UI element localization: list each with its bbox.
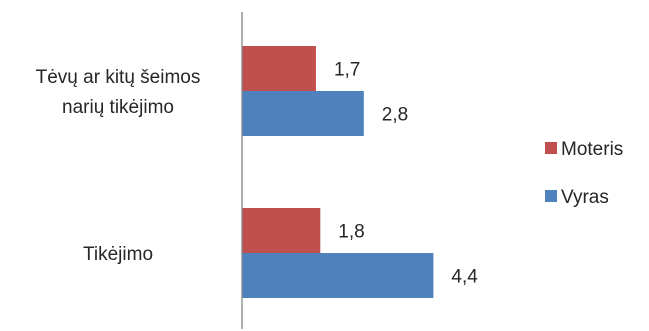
data-labels: 1,7 2,8 1,8 4,4 — [334, 60, 478, 288]
bar-vyras-1 — [242, 253, 434, 298]
data-label-vyras-0: 2,8 — [382, 105, 408, 126]
bar-vyras-0 — [242, 91, 364, 136]
category-label-0-line-1: narių tikėjimo — [62, 97, 174, 118]
legend-swatch-moteris — [545, 142, 557, 154]
legend: Moteris Vyras — [545, 139, 623, 208]
category-label-0-line-0: Tėvų ar kitų šeimos — [36, 67, 201, 88]
bars-layer — [242, 46, 434, 298]
legend-swatch-vyras — [545, 190, 557, 202]
data-label-moteris-1: 1,8 — [338, 222, 364, 243]
bar-moteris-1 — [242, 208, 321, 253]
bar-moteris-0 — [242, 46, 316, 91]
category-labels: Tėvų ar kitų šeimos narių tikėjimo Tikėjim… — [36, 67, 201, 265]
category-label-1-line-0: Tikėjimo — [83, 244, 153, 265]
legend-label-moteris: Moteris — [561, 139, 623, 160]
data-label-moteris-0: 1,7 — [334, 60, 360, 81]
data-label-vyras-1: 4,4 — [451, 267, 478, 288]
legend-label-vyras: Vyras — [561, 187, 609, 208]
